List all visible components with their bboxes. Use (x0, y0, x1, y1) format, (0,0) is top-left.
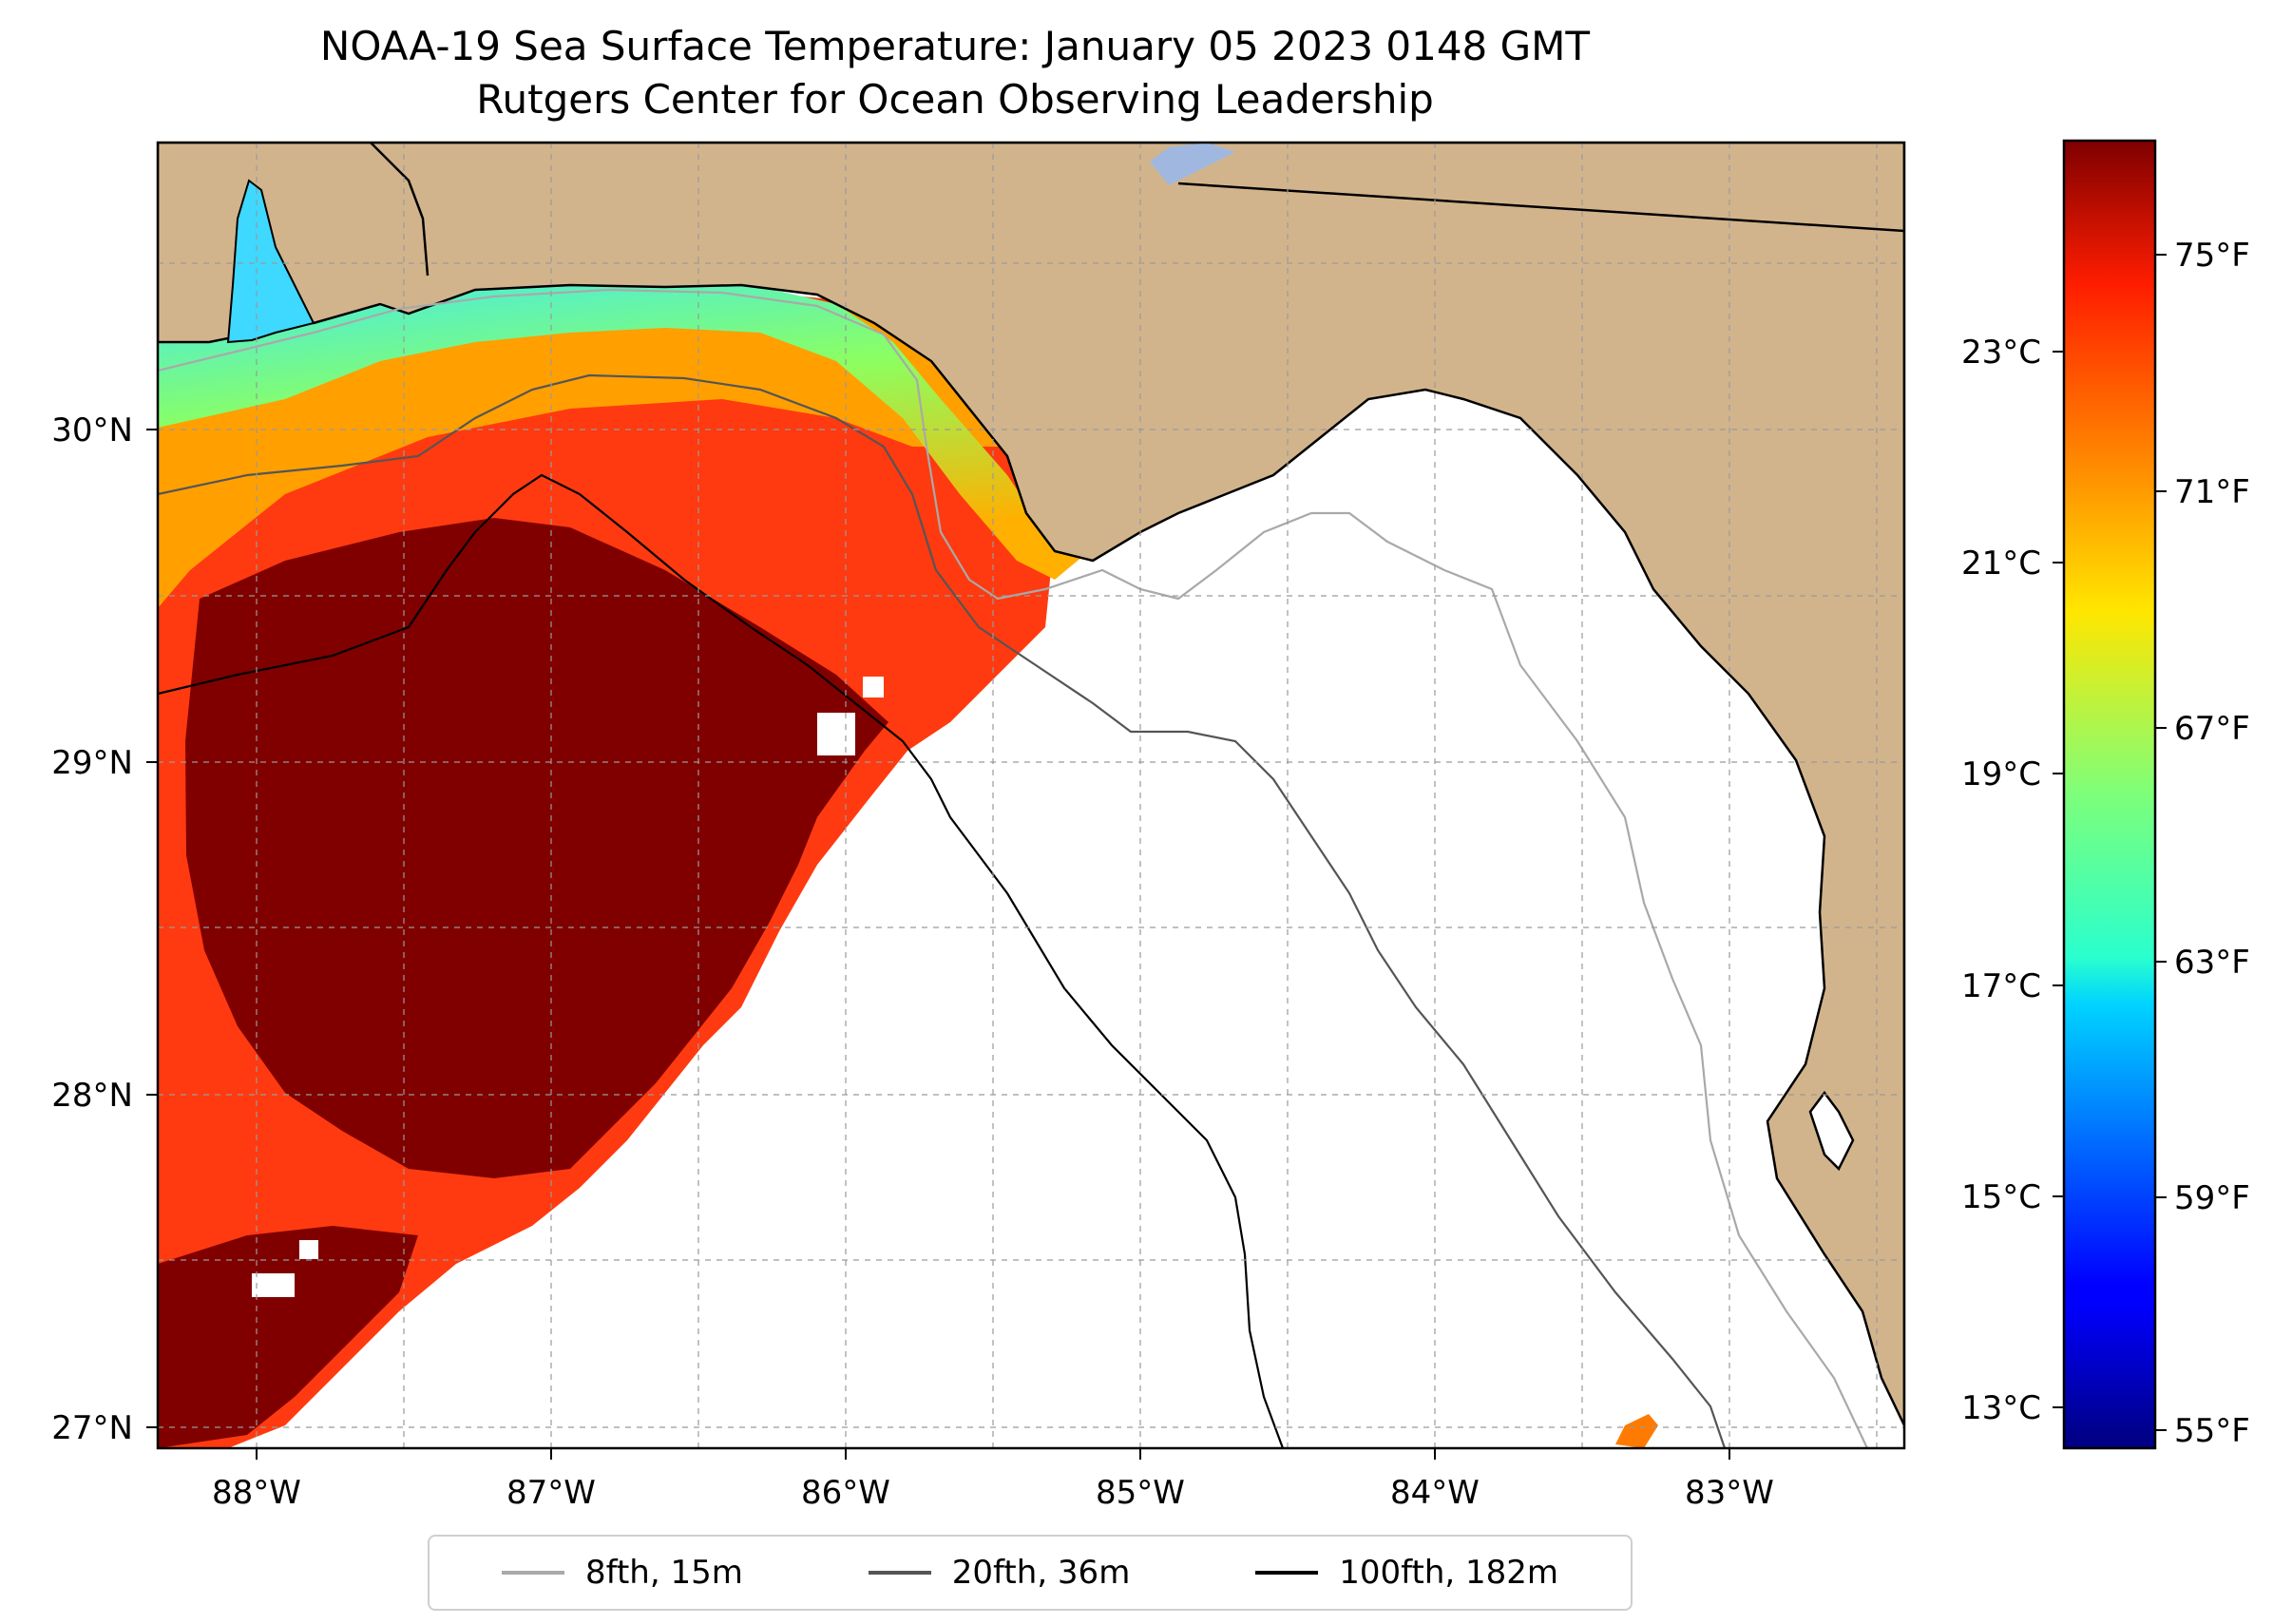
sst-orange-band (158, 296, 1007, 608)
colorbar-c-label: 23°C (1961, 334, 2041, 372)
lon-tick-label: 86°W (801, 1474, 890, 1512)
legend-item-8fth: 8fth, 15m (501, 1554, 743, 1592)
cloud-gap (299, 1240, 318, 1259)
sst-darkred-southwest (158, 1226, 418, 1448)
state-border-west (370, 143, 430, 277)
isobath-100fth (158, 473, 1285, 1448)
legend-item-100fth: 100fth, 182m (1255, 1554, 1558, 1592)
lon-tick-label: 88°W (212, 1474, 301, 1512)
cloud-gap (252, 1273, 295, 1297)
legend-line-swatch (868, 1571, 931, 1575)
colorbar-c-label: 15°C (1961, 1178, 2041, 1216)
lat-tick-label: 27°N (51, 1409, 133, 1447)
colorbar-ticks (2053, 254, 2167, 1431)
inland-lake (1150, 143, 1235, 185)
colorbar-f-label: 71°F (2174, 473, 2250, 511)
isobath-legend: 8fth, 15m 20fth, 36m 100fth, 182m (428, 1535, 1633, 1611)
colorbar-f-label: 75°F (2174, 237, 2250, 275)
map-subtitle: Rutgers Center for Ocean Observing Leade… (476, 76, 1434, 123)
cloud-gap (863, 677, 884, 697)
colorbar-c-label: 21°C (1961, 545, 2041, 583)
lon-tick-label: 83°W (1685, 1474, 1774, 1512)
legend-line-swatch (1255, 1571, 1319, 1575)
isobath-8fth (158, 288, 1868, 1448)
lat-tick-label: 29°N (51, 744, 133, 782)
legend-label: 8fth, 15m (584, 1554, 743, 1592)
cloud-gap (817, 713, 855, 755)
colorbar (2062, 139, 2157, 1450)
colorbar-c-label: 17°C (1961, 967, 2041, 1005)
lon-tick-label: 85°W (1096, 1474, 1185, 1512)
colorbar-f-label: 67°F (2174, 710, 2250, 748)
lon-tick-label: 84°W (1390, 1474, 1480, 1512)
colorbar-c-label: 13°C (1961, 1389, 2041, 1427)
map-area (158, 143, 1904, 1448)
colorbar-f-label: 55°F (2174, 1412, 2250, 1450)
legend-item-20fth: 20fth, 36m (868, 1554, 1131, 1592)
colorbar-f-label: 59°F (2174, 1179, 2250, 1217)
axis-ticks (146, 429, 1730, 1460)
mobile-bay (226, 179, 315, 344)
legend-line-swatch (501, 1571, 564, 1575)
sst-east-patch (1615, 1414, 1658, 1448)
lat-tick-label: 28°N (51, 1077, 133, 1115)
colorbar-c-label: 19°C (1961, 755, 2041, 793)
state-border (1177, 182, 1904, 233)
colorbar-f-label: 63°F (2174, 944, 2250, 982)
sst-coastal-cold-band (158, 261, 1083, 580)
legend-label: 100fth, 182m (1339, 1554, 1559, 1592)
map-gridlines (158, 143, 1904, 1448)
lon-tick-label: 87°W (506, 1474, 596, 1512)
map-frame (156, 141, 1906, 1450)
lat-tick-label: 30°N (51, 411, 133, 449)
tampa-bay (1808, 1090, 1855, 1172)
sst-darkred-core (185, 518, 888, 1178)
map-title: NOAA-19 Sea Surface Temperature: January… (319, 23, 1591, 69)
legend-label: 20fth, 36m (951, 1554, 1131, 1592)
isobath-20fth (158, 373, 1727, 1448)
